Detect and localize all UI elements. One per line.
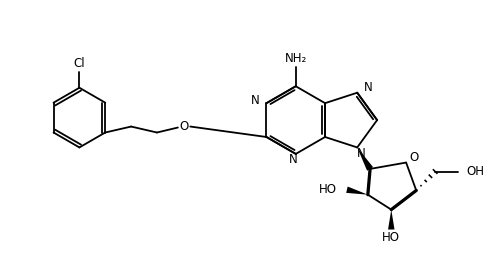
Text: HO: HO: [382, 231, 399, 244]
Text: N: N: [356, 147, 365, 160]
Text: N: N: [289, 153, 297, 166]
Text: OH: OH: [465, 165, 483, 178]
Text: N: N: [363, 81, 372, 94]
Text: O: O: [179, 120, 188, 133]
Polygon shape: [346, 187, 367, 195]
Text: NH₂: NH₂: [284, 52, 306, 65]
Polygon shape: [387, 210, 394, 230]
Text: O: O: [409, 151, 418, 164]
Text: Cl: Cl: [74, 57, 85, 70]
Text: HO: HO: [318, 183, 336, 196]
Polygon shape: [357, 147, 372, 171]
Text: N: N: [251, 94, 260, 107]
